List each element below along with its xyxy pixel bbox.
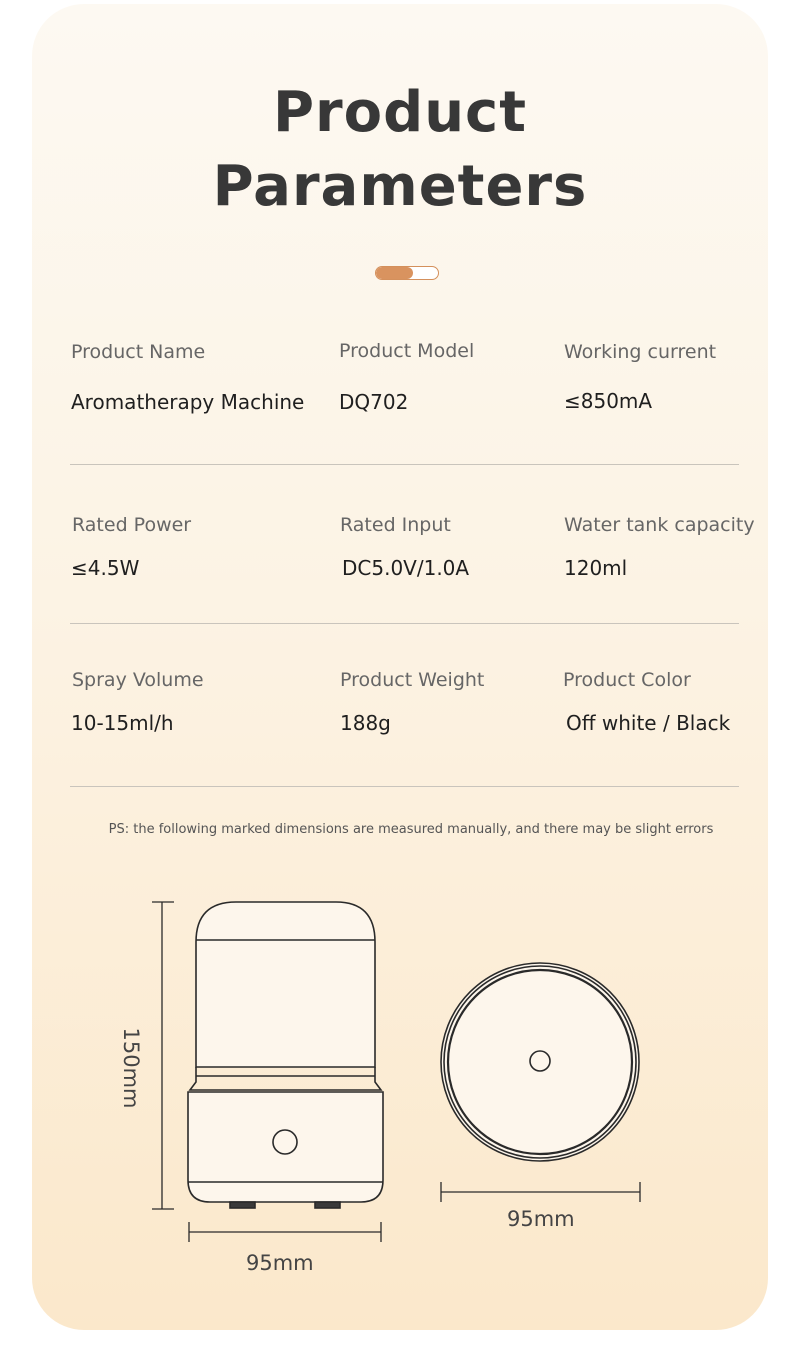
page-title: Product Parameters [0, 76, 800, 224]
param-value: DQ702 [339, 390, 409, 414]
divider [70, 786, 739, 787]
top-view-diffuser [440, 962, 640, 1162]
height-dimension-line [152, 901, 174, 1210]
param-value: Aromatherapy Machine [71, 390, 305, 414]
param-value: Off white / Black [566, 711, 731, 735]
parameters-card [32, 4, 768, 1330]
param-value: 10-15ml/h [71, 711, 174, 735]
divider [70, 623, 739, 624]
side-view-diffuser [187, 901, 384, 1209]
param-label: Product Weight [340, 669, 485, 691]
param-label: Spray Volume [72, 669, 204, 691]
indicator-fill [376, 267, 414, 279]
divider [70, 464, 739, 465]
top-width-label: 95mm [507, 1207, 575, 1231]
param-value: 120ml [564, 556, 628, 580]
param-value: DC5.0V/1.0A [342, 556, 470, 580]
param-value: 188g [340, 711, 391, 735]
param-value: ≤4.5W [71, 556, 140, 580]
decorative-indicator [375, 266, 439, 280]
measurement-note: PS: the following marked dimensions are … [108, 822, 714, 837]
param-label: Product Name [71, 341, 206, 363]
width-dimension-line [188, 1222, 382, 1242]
param-label: Product Color [563, 669, 691, 691]
param-value: ≤850mA [564, 389, 653, 413]
param-label: Water tank capacity [564, 514, 755, 536]
param-label: Product Model [339, 340, 475, 362]
param-label: Rated Input [340, 514, 451, 536]
title-line-2: Parameters [212, 154, 588, 219]
top-width-dimension-line [440, 1182, 641, 1202]
param-label: Working current [564, 341, 717, 363]
title-line-1: Product [272, 80, 528, 145]
param-label: Rated Power [72, 514, 192, 536]
side-width-label: 95mm [246, 1251, 314, 1275]
height-label: 150mm [119, 1027, 143, 1109]
